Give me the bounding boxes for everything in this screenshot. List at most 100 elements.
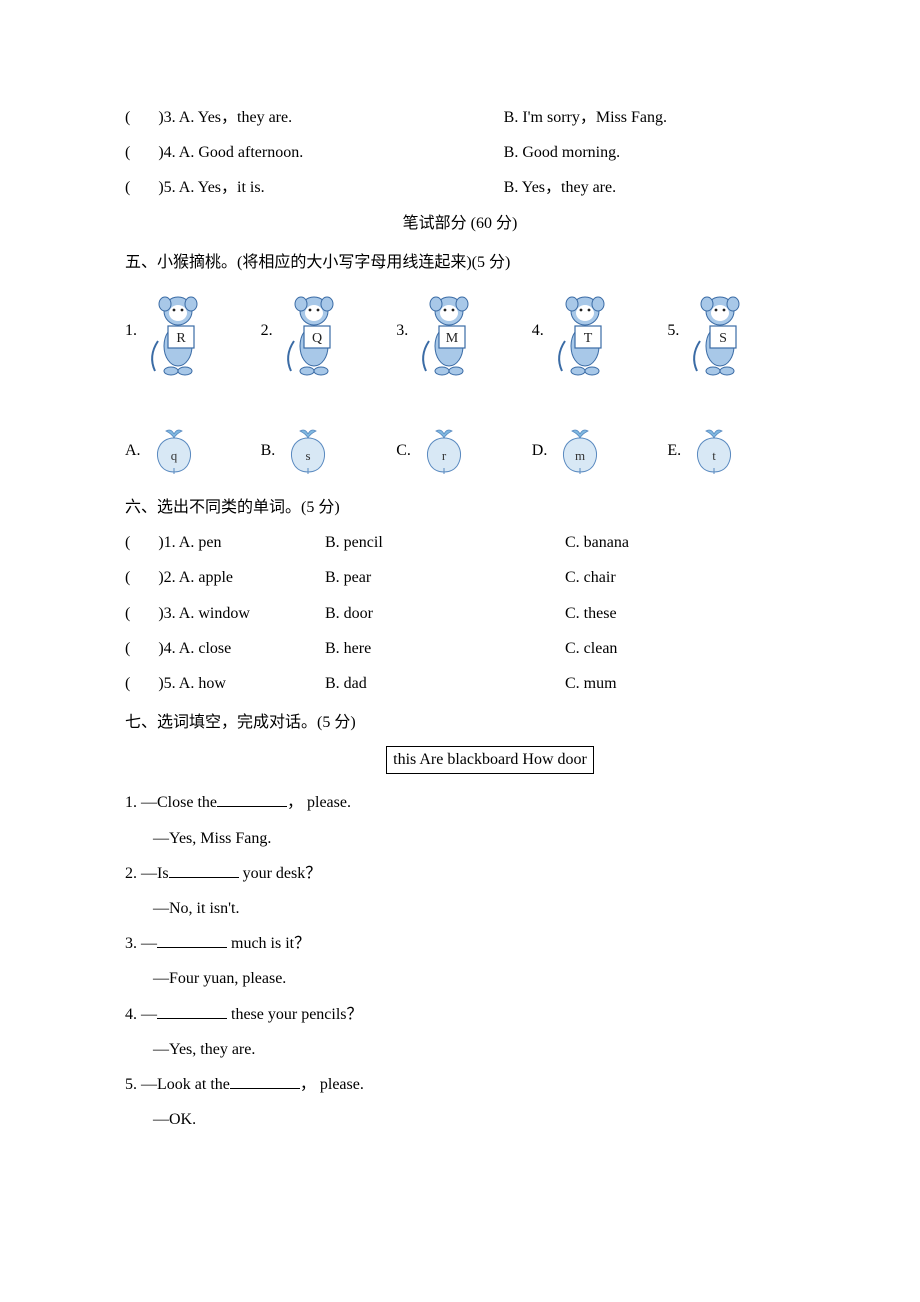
monkey-icon: R bbox=[143, 286, 213, 376]
peach-num: B. bbox=[261, 433, 276, 468]
peach-letter: m bbox=[575, 448, 585, 463]
monkey-item: 1. R bbox=[125, 286, 253, 376]
peach-letter: q bbox=[170, 448, 177, 463]
worksheet-page: ( ) 3. A. Yes，they are. B. I'm sorry，Mis… bbox=[0, 0, 920, 1197]
monkey-letter: Q bbox=[312, 331, 322, 346]
peach-num: D. bbox=[532, 433, 548, 468]
vocab-opt-b: B. dad bbox=[325, 666, 565, 701]
paren[interactable]: ( ) bbox=[125, 534, 164, 551]
peach-row: A. q B. s C. bbox=[125, 426, 795, 476]
dialogue-ans: —Yes, they are. bbox=[125, 1032, 795, 1067]
paren[interactable]: ( ) bbox=[125, 170, 164, 205]
monkey-icon: M bbox=[414, 286, 484, 376]
monkey-num: 1. bbox=[125, 313, 137, 348]
dialogue-q-suffix: your desk？ bbox=[239, 865, 322, 882]
top-opt-a: A. Yes，they are. bbox=[179, 109, 292, 126]
blank-input[interactable] bbox=[157, 1002, 227, 1019]
word-bank-container: this Are blackboard How door bbox=[125, 742, 795, 777]
monkey-num: 5. bbox=[667, 313, 679, 348]
vocab-opt-a: A. apple bbox=[179, 569, 233, 586]
monkey-row: 1. R 2. bbox=[125, 286, 795, 376]
monkey-letter: M bbox=[446, 331, 459, 346]
vocab-row: ( )2. A. apple B. pear C. chair bbox=[125, 560, 795, 595]
vocab-opt-c: C. chair bbox=[565, 560, 795, 595]
dialogue-item: 2. —Is your desk？ —No, it isn't. bbox=[125, 856, 795, 926]
dialogue-item: 3. — much is it？ —Four yuan, please. bbox=[125, 926, 795, 996]
dialogue-q-suffix: ， please. bbox=[300, 1076, 364, 1093]
qnum: 4 bbox=[164, 640, 172, 657]
section6-title: 六、选出不同类的单词。(5 分) bbox=[125, 490, 795, 525]
monkey-num: 4. bbox=[532, 313, 544, 348]
vocab-opt-c: C. these bbox=[565, 596, 795, 631]
dialogue-q-prefix: 5. —Look at the bbox=[125, 1076, 230, 1093]
vocab-block: ( )1. A. pen B. pencil C. banana ( )2. A… bbox=[125, 525, 795, 701]
vocab-row: ( )5. A. how B. dad C. mum bbox=[125, 666, 795, 701]
vocab-opt-b: B. here bbox=[325, 631, 565, 666]
dialogue-ans: —OK. bbox=[125, 1102, 795, 1137]
dialogue-item: 1. —Close the， please. —Yes, Miss Fang. bbox=[125, 785, 795, 855]
written-section-header: 笔试部分 (60 分) bbox=[125, 206, 795, 241]
dialogue-q-suffix: much is it？ bbox=[227, 935, 310, 952]
blank-input[interactable] bbox=[230, 1072, 300, 1089]
dialogue-ans: —Four yuan, please. bbox=[125, 961, 795, 996]
peach-item: B. s bbox=[261, 426, 389, 476]
dialogue-item: 4. — these your pencils？ —Yes, they are. bbox=[125, 997, 795, 1067]
monkey-num: 3. bbox=[396, 313, 408, 348]
peach-icon: q bbox=[147, 426, 202, 476]
top-q-row: ( ) 3. A. Yes，they are. B. I'm sorry，Mis… bbox=[125, 100, 795, 135]
paren[interactable]: ( ) bbox=[125, 100, 164, 135]
paren[interactable]: ( ) bbox=[125, 675, 164, 692]
vocab-row: ( )1. A. pen B. pencil C. banana bbox=[125, 525, 795, 560]
peach-icon: m bbox=[553, 426, 608, 476]
blank-input[interactable] bbox=[217, 790, 287, 807]
peach-item: E. t bbox=[667, 426, 795, 476]
qnum: 1 bbox=[164, 534, 172, 551]
vocab-opt-a: A. window bbox=[179, 605, 250, 622]
paren[interactable]: ( ) bbox=[125, 640, 164, 657]
top-opt-a: A. Good afternoon. bbox=[179, 144, 303, 161]
dialogue-q-prefix: 4. — bbox=[125, 1006, 157, 1023]
monkey-icon: T bbox=[550, 286, 620, 376]
peach-item: C. r bbox=[396, 426, 524, 476]
blank-input[interactable] bbox=[169, 861, 239, 878]
vocab-opt-a: A. how bbox=[179, 675, 226, 692]
vocab-opt-c: C. banana bbox=[565, 525, 795, 560]
peach-letter: r bbox=[442, 448, 447, 463]
paren[interactable]: ( ) bbox=[125, 569, 164, 586]
qnum: 5 bbox=[164, 675, 172, 692]
monkey-num: 2. bbox=[261, 313, 273, 348]
peach-icon: s bbox=[281, 426, 336, 476]
dialogue-q-prefix: 1. —Close the bbox=[125, 794, 217, 811]
top-q-row: ( ) 4. A. Good afternoon. B. Good mornin… bbox=[125, 135, 795, 170]
monkey-item: 2. Q bbox=[261, 286, 389, 376]
monkey-letter: R bbox=[176, 331, 186, 346]
top-opt-b: B. I'm sorry，Miss Fang. bbox=[504, 100, 795, 135]
peach-num: A. bbox=[125, 433, 141, 468]
vocab-row: ( )3. A. window B. door C. these bbox=[125, 596, 795, 631]
qnum: 4 bbox=[164, 144, 172, 161]
section7-title: 七、选词填空，完成对话。(5 分) bbox=[125, 705, 795, 740]
dialogue-block: 1. —Close the， please. —Yes, Miss Fang. … bbox=[125, 785, 795, 1137]
qnum: 5 bbox=[164, 179, 172, 196]
dialogue-ans: —Yes, Miss Fang. bbox=[125, 821, 795, 856]
dialogue-q-prefix: 2. —Is bbox=[125, 865, 169, 882]
dialogue-ans: —No, it isn't. bbox=[125, 891, 795, 926]
peach-icon: t bbox=[687, 426, 742, 476]
top-opt-b: B. Yes，they are. bbox=[504, 170, 795, 205]
vocab-row: ( )4. A. close B. here C. clean bbox=[125, 631, 795, 666]
vocab-opt-b: B. pear bbox=[325, 560, 565, 595]
monkey-item: 4. T bbox=[532, 286, 660, 376]
top-question-block: ( ) 3. A. Yes，they are. B. I'm sorry，Mis… bbox=[125, 100, 795, 206]
paren[interactable]: ( ) bbox=[125, 135, 164, 170]
paren[interactable]: ( ) bbox=[125, 605, 164, 622]
blank-input[interactable] bbox=[157, 931, 227, 948]
section5-title: 五、小猴摘桃。(将相应的大小写字母用线连起来)(5 分) bbox=[125, 245, 795, 280]
qnum: 3 bbox=[164, 605, 172, 622]
dialogue-q-suffix: these your pencils？ bbox=[227, 1006, 363, 1023]
peach-letter: s bbox=[306, 448, 311, 463]
monkey-icon: S bbox=[685, 286, 755, 376]
monkey-item: 5. S bbox=[667, 286, 795, 376]
peach-letter: t bbox=[712, 448, 716, 463]
peach-icon: r bbox=[417, 426, 472, 476]
peach-num: C. bbox=[396, 433, 411, 468]
